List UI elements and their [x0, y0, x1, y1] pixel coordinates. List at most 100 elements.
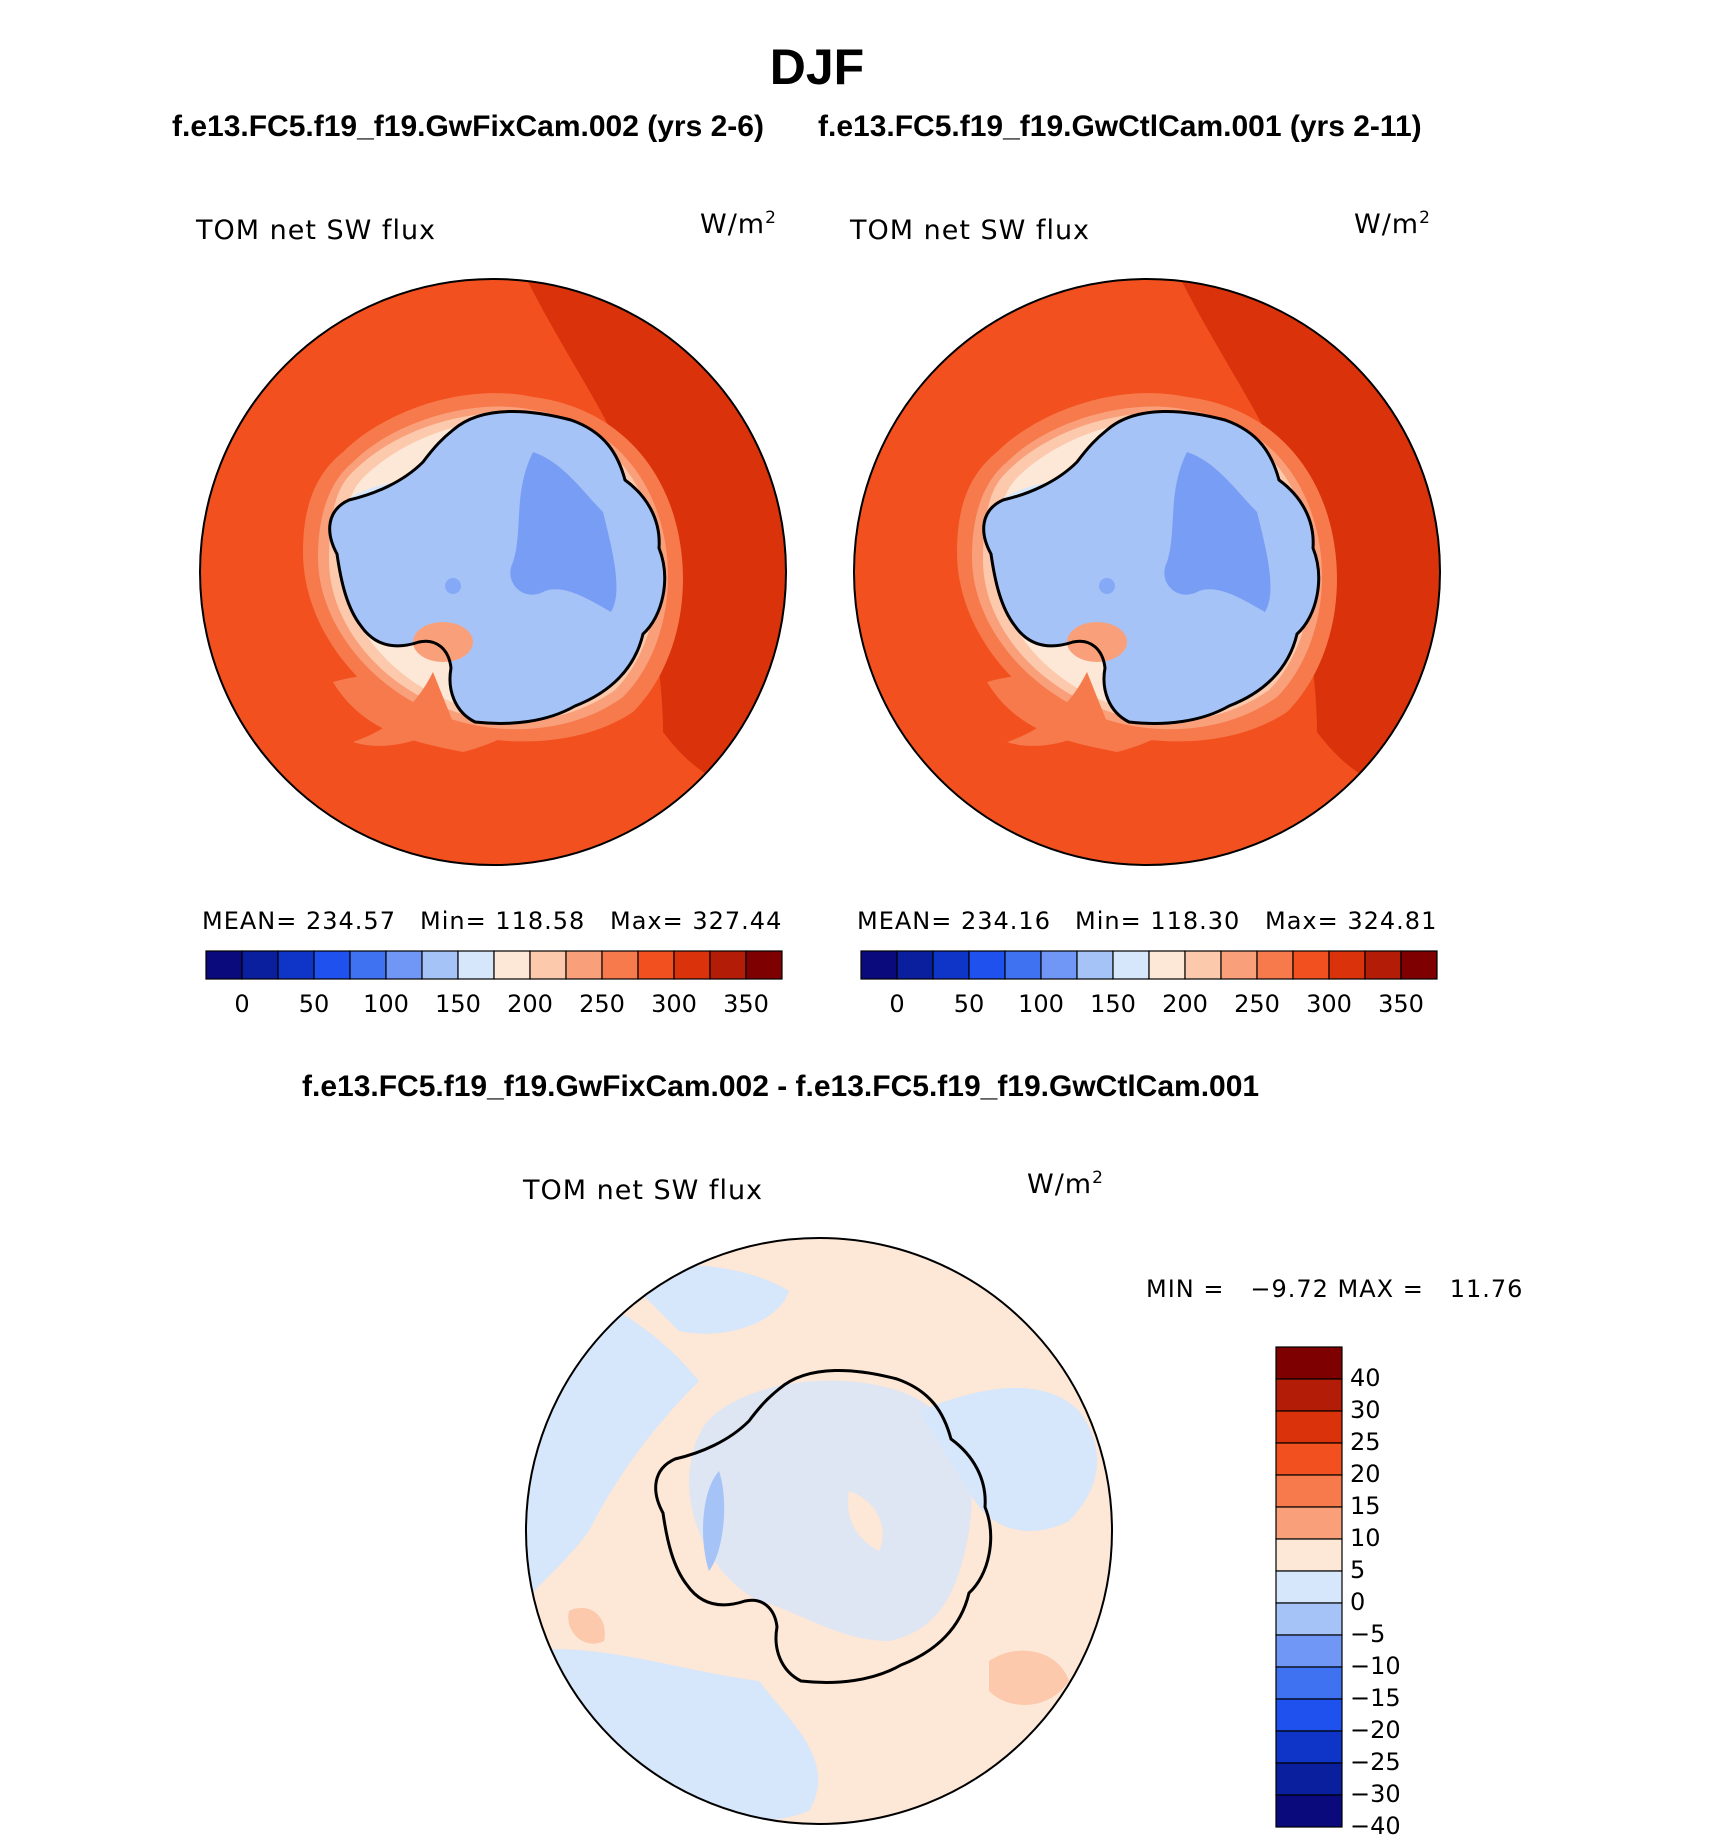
colorbar-tick-label: 50 [953, 990, 985, 1018]
colorbar-tick-label: −15 [1350, 1684, 1401, 1712]
colorbar-tick-label: 0 [889, 990, 905, 1018]
colorbar-tick-label: 350 [723, 990, 769, 1018]
map-panel3-difference [525, 1237, 1113, 1825]
colorbar-tick-label: −10 [1350, 1652, 1401, 1680]
colorbar-tick-label: 150 [435, 990, 481, 1018]
colorbar-swatch [1275, 1762, 1343, 1796]
colorbar-tick-label: 200 [507, 990, 553, 1018]
colorbar-tick-label: 5 [1350, 1556, 1366, 1584]
colorbar-swatch [1220, 950, 1258, 980]
colorbar-tick-label: 15 [1350, 1492, 1381, 1520]
colorbar-tick-label: −30 [1350, 1780, 1401, 1808]
colorbar-swatch [1275, 1794, 1343, 1828]
colorbar-panel2 [860, 950, 1438, 980]
colorbar-swatch [1184, 950, 1222, 980]
colorbar-swatch [1275, 1602, 1343, 1636]
colorbar-swatch [1275, 1506, 1343, 1540]
panel2-min: Min= 118.30 [1075, 907, 1241, 935]
colorbar-swatch [1364, 950, 1402, 980]
colorbar-swatch [1275, 1698, 1343, 1732]
colorbar-swatch [1275, 1474, 1343, 1508]
colorbar-swatch [932, 950, 970, 980]
colorbar-swatch [1292, 950, 1330, 980]
colorbar-swatch [1275, 1442, 1343, 1476]
colorbar-swatch [1256, 950, 1294, 980]
colorbar-swatch [968, 950, 1006, 980]
colorbar-swatch [1275, 1538, 1343, 1572]
colorbar-swatch [313, 950, 351, 980]
colorbar-swatch [1400, 950, 1438, 980]
colorbar-swatch [349, 950, 387, 980]
colorbar-swatch [745, 950, 783, 980]
colorbar-tick-label: 0 [234, 990, 250, 1018]
panel1-max: Max= 327.44 [610, 907, 783, 935]
colorbar-swatch [1148, 950, 1186, 980]
colorbar-swatch [385, 950, 423, 980]
colorbar-swatch [1112, 950, 1150, 980]
map-boundary [199, 278, 787, 866]
panel2-variable-label: TOM net SW flux [850, 215, 1091, 246]
colorbar-tick-label: 25 [1350, 1428, 1381, 1456]
panel3-minmax: MIN = −9.72 MAX = 11.76 [1146, 1275, 1524, 1303]
colorbar-tick-label: 0 [1350, 1588, 1366, 1616]
colorbar-swatch [1076, 950, 1114, 980]
map-panel1-fixcam [199, 278, 787, 866]
panel3-units-label: W/m2 [1027, 1168, 1104, 1200]
colorbar-tick-label: 100 [1018, 990, 1064, 1018]
colorbar-swatch [1275, 1346, 1343, 1380]
colorbar-tick-label: 30 [1350, 1396, 1381, 1424]
colorbar-difference-labels: 40 30 25 20 15 10 5 0 −5 −10 −15 −20 −25 −30 −40 [1350, 1347, 1410, 1840]
colorbar-tick-label: −5 [1350, 1620, 1386, 1648]
colorbar-tick-label: 250 [1234, 990, 1280, 1018]
colorbar-swatch [1275, 1410, 1343, 1444]
colorbar-tick-label: 40 [1350, 1364, 1381, 1392]
panel1-variable-label: TOM net SW flux [196, 215, 437, 246]
colorbar-swatch [709, 950, 747, 980]
colorbar-tick-label: 300 [1306, 990, 1352, 1018]
colorbar-tick-label: 50 [298, 990, 330, 1018]
colorbar-swatch [896, 950, 934, 980]
panel2-mean: MEAN= 234.16 [857, 907, 1051, 935]
panel3-variable-label: TOM net SW flux [523, 1175, 764, 1206]
colorbar-tick-label: −25 [1350, 1748, 1401, 1776]
colorbar-tick-label: 300 [651, 990, 697, 1018]
colorbar-swatch [1328, 950, 1366, 980]
panel1-mean: MEAN= 234.57 [202, 907, 396, 935]
colorbar-tick-label: 150 [1090, 990, 1136, 1018]
colorbar-swatch [421, 950, 459, 980]
colorbar-swatch [1004, 950, 1042, 980]
colorbar-swatch [601, 950, 639, 980]
colorbar-panel1 [205, 950, 783, 980]
colorbar-swatch [205, 950, 243, 980]
colorbar-swatch [457, 950, 495, 980]
colorbar-swatch [860, 950, 898, 980]
page-title: DJF [769, 39, 865, 95]
colorbar-swatch [1275, 1378, 1343, 1412]
colorbar-tick-label: −40 [1350, 1812, 1401, 1840]
colorbar-swatch [1040, 950, 1078, 980]
colorbar-tick-label: 10 [1350, 1524, 1381, 1552]
panel2-units-label: W/m2 [1354, 208, 1431, 240]
colorbar-panel2-labels: 0 50 100 150 200 250 300 350 [861, 990, 1437, 1020]
map-panel2-ctlcam [853, 278, 1441, 866]
colorbar-swatch [1275, 1570, 1343, 1604]
colorbar-swatch [565, 950, 603, 980]
colorbar-tick-label: 200 [1162, 990, 1208, 1018]
colorbar-swatch [277, 950, 315, 980]
colorbar-difference [1275, 1346, 1343, 1828]
colorbar-swatch [1275, 1634, 1343, 1668]
colorbar-swatch [1275, 1666, 1343, 1700]
colorbar-swatch [529, 950, 567, 980]
interior-ice-dark [510, 452, 617, 612]
colorbar-swatch [493, 950, 531, 980]
colorbar-swatch [241, 950, 279, 980]
colorbar-swatch [1275, 1730, 1343, 1764]
left-case-title: f.e13.FC5.f19_f19.GwFixCam.002 (yrs 2-6) [172, 110, 764, 143]
colorbar-swatch [673, 950, 711, 980]
panel1-min: Min= 118.58 [420, 907, 586, 935]
colorbar-tick-label: 20 [1350, 1460, 1381, 1488]
colorbar-tick-label: 350 [1378, 990, 1424, 1018]
colorbar-panel1-labels: 0 50 100 150 200 250 300 350 [206, 990, 782, 1020]
colorbar-tick-label: 250 [579, 990, 625, 1018]
panel2-max: Max= 324.81 [1265, 907, 1438, 935]
